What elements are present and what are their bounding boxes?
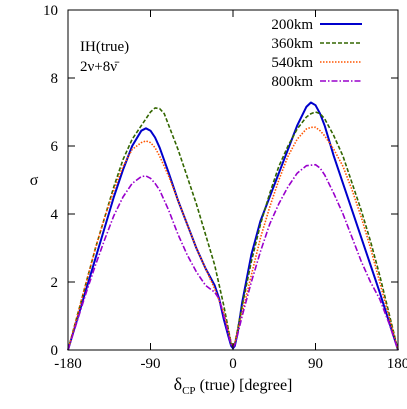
series-line-540km <box>67 126 399 351</box>
y-tick-label: 2 <box>51 275 59 291</box>
legend-label-800km: 800km <box>271 74 313 90</box>
legend-label-360km: 360km <box>271 36 313 52</box>
x-tick-label: 180 <box>387 356 407 372</box>
annotation-2: 2ν+8ν̄ <box>80 59 120 75</box>
x-tick-label: 0 <box>229 356 237 372</box>
legend-label-540km: 540km <box>271 55 313 71</box>
annotation-1: IH(true) <box>80 39 129 55</box>
y-tick-label: 4 <box>51 207 59 223</box>
x-axis-label: δCP (true) [degree] <box>174 374 293 397</box>
y-tick-label: 0 <box>51 343 59 359</box>
x-tick-label: -90 <box>141 356 161 372</box>
y-tick-label: 8 <box>51 71 59 87</box>
y-tick-label: 6 <box>51 139 59 155</box>
y-axis-label: σ <box>30 172 39 189</box>
annotations: IH(true) 2ν+8ν̄ <box>80 39 129 75</box>
y-tick-label: 10 <box>43 3 58 19</box>
axes: -180 -90 0 90 180 0 2 4 6 8 10 σ δCP (true) [degree] <box>30 3 407 397</box>
x-tick-label: 90 <box>308 356 323 372</box>
legend-label-200km: 200km <box>271 17 313 33</box>
series-line-800km <box>67 163 399 351</box>
series-line-360km <box>67 107 399 351</box>
x-tick-label: -180 <box>54 356 82 372</box>
series-lines <box>67 101 399 351</box>
legend: 200km 360km 540km 800km <box>271 17 362 90</box>
